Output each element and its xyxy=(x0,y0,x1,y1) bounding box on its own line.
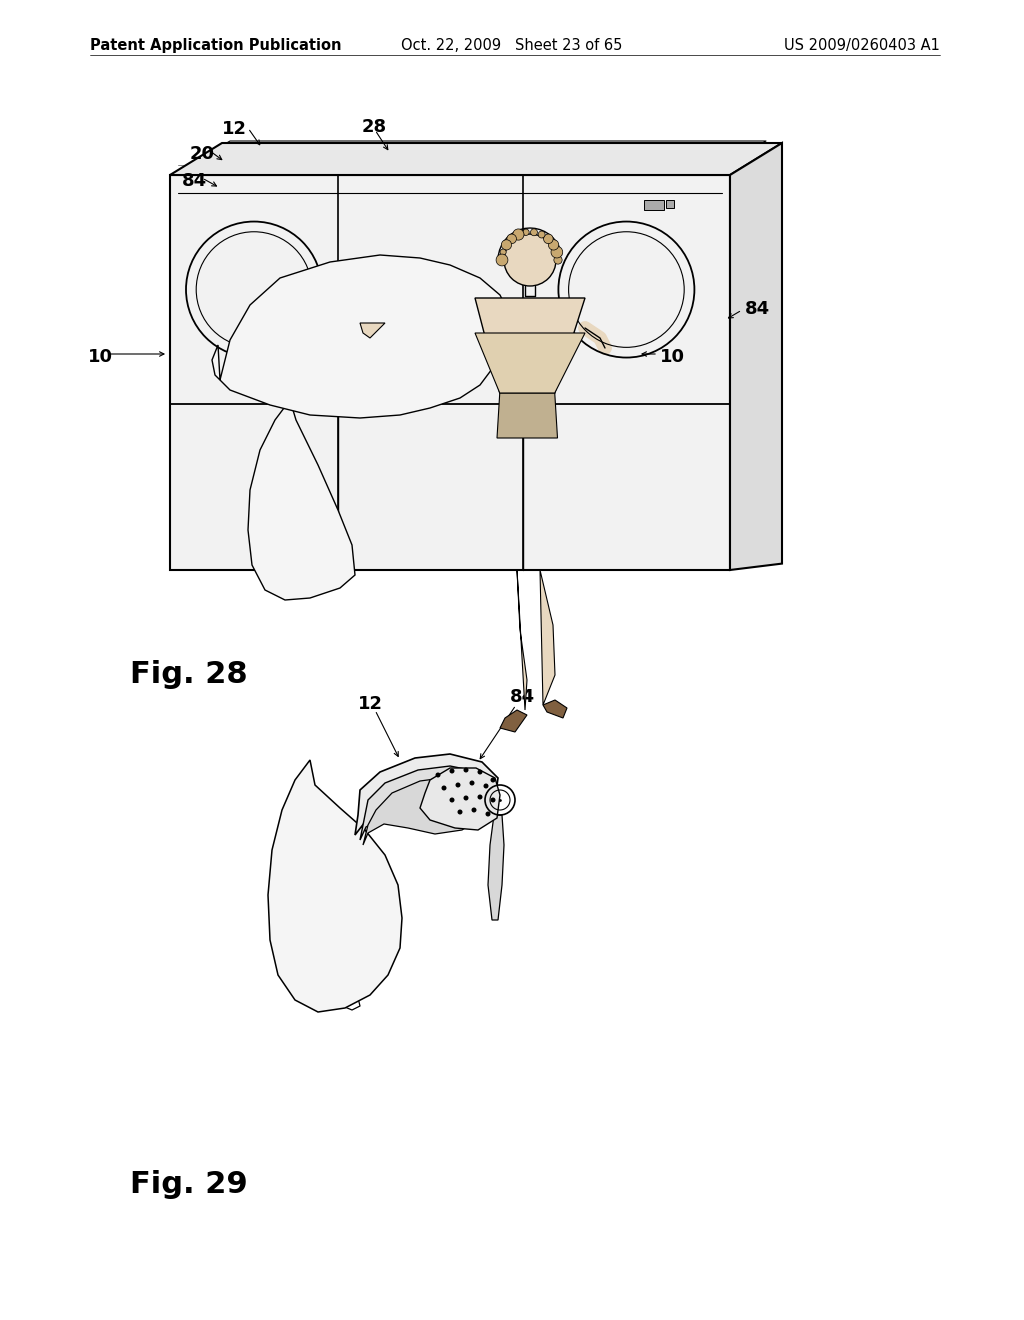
Polygon shape xyxy=(268,760,402,1012)
Circle shape xyxy=(490,777,496,783)
Circle shape xyxy=(485,812,490,817)
Polygon shape xyxy=(488,814,504,920)
Text: 10: 10 xyxy=(88,348,113,366)
Polygon shape xyxy=(360,766,492,840)
Text: Fig. 29: Fig. 29 xyxy=(130,1170,248,1199)
Circle shape xyxy=(549,240,559,249)
Circle shape xyxy=(458,809,463,814)
Circle shape xyxy=(450,768,455,774)
Text: 20: 20 xyxy=(190,145,215,162)
Polygon shape xyxy=(248,400,355,601)
Circle shape xyxy=(477,795,482,800)
Text: 84: 84 xyxy=(510,688,536,706)
Circle shape xyxy=(435,772,440,777)
Text: 10: 10 xyxy=(660,348,685,366)
Circle shape xyxy=(539,231,545,238)
Polygon shape xyxy=(475,298,585,393)
Circle shape xyxy=(490,797,496,803)
Circle shape xyxy=(544,234,553,244)
Polygon shape xyxy=(667,201,675,209)
Circle shape xyxy=(504,234,556,286)
Circle shape xyxy=(456,783,461,788)
Text: Oct. 22, 2009   Sheet 23 of 65: Oct. 22, 2009 Sheet 23 of 65 xyxy=(401,38,623,53)
Circle shape xyxy=(523,230,529,235)
Circle shape xyxy=(464,796,469,800)
Circle shape xyxy=(500,249,506,255)
Polygon shape xyxy=(500,710,527,733)
Polygon shape xyxy=(517,570,527,710)
Polygon shape xyxy=(170,143,782,176)
Text: Fig. 28: Fig. 28 xyxy=(130,660,248,689)
Text: 12: 12 xyxy=(358,696,383,713)
Polygon shape xyxy=(212,255,510,418)
Polygon shape xyxy=(497,393,557,438)
Circle shape xyxy=(502,240,512,249)
Circle shape xyxy=(507,234,516,244)
Text: US 2009/0260403 A1: US 2009/0260403 A1 xyxy=(784,38,940,53)
Polygon shape xyxy=(540,570,555,705)
Circle shape xyxy=(469,780,474,785)
Circle shape xyxy=(513,228,524,240)
Polygon shape xyxy=(355,754,498,836)
Circle shape xyxy=(471,808,476,813)
Circle shape xyxy=(441,785,446,791)
Circle shape xyxy=(551,247,563,257)
Polygon shape xyxy=(362,777,486,845)
Circle shape xyxy=(477,770,482,775)
Text: 28: 28 xyxy=(362,117,387,136)
Circle shape xyxy=(554,256,562,264)
Polygon shape xyxy=(475,333,585,393)
Circle shape xyxy=(483,784,488,788)
Circle shape xyxy=(530,228,538,236)
Polygon shape xyxy=(420,768,500,830)
Polygon shape xyxy=(730,143,782,570)
Polygon shape xyxy=(360,323,385,338)
Polygon shape xyxy=(170,176,730,570)
Text: 12: 12 xyxy=(222,120,247,139)
Circle shape xyxy=(464,767,469,772)
Polygon shape xyxy=(644,201,665,210)
Text: 84: 84 xyxy=(745,300,770,318)
Circle shape xyxy=(496,253,508,265)
Text: Patent Application Publication: Patent Application Publication xyxy=(90,38,341,53)
Polygon shape xyxy=(543,700,567,718)
Circle shape xyxy=(450,797,455,803)
Text: 84: 84 xyxy=(182,172,207,190)
